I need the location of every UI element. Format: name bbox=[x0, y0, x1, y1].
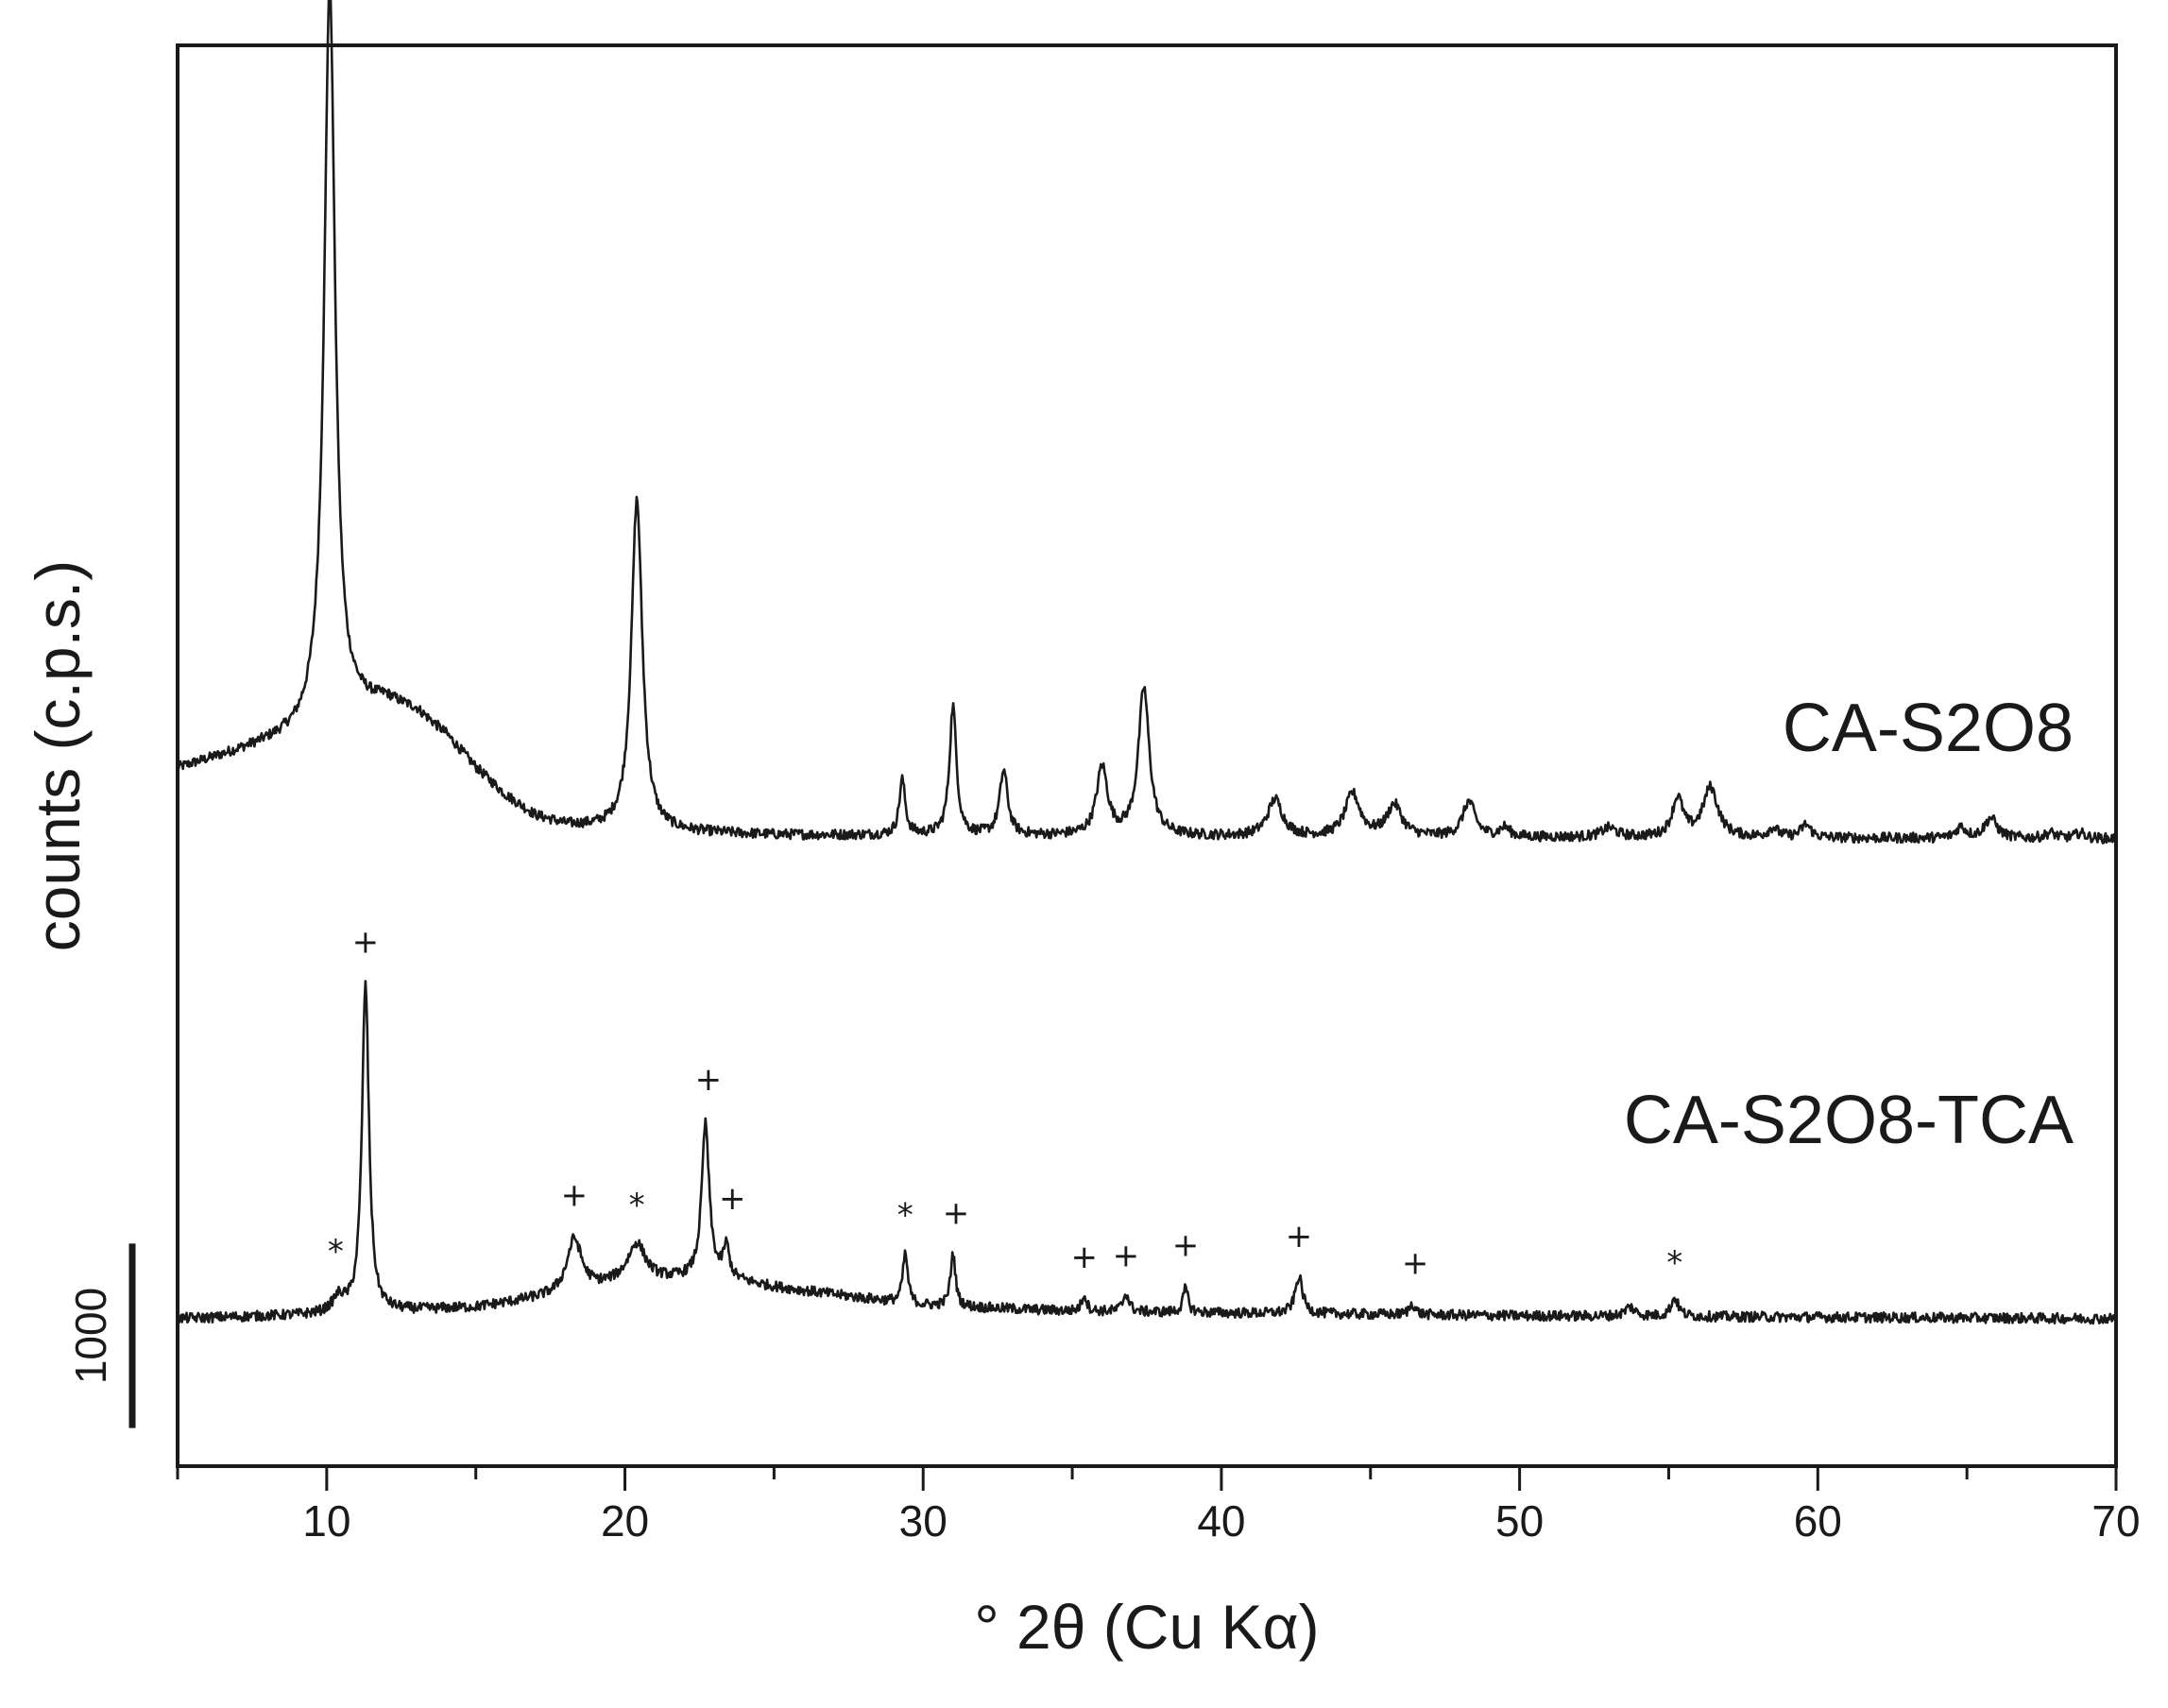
series-label-ca-s2o8: CA-S2O8 bbox=[1783, 691, 2074, 766]
peak-marker-2: + bbox=[561, 1177, 589, 1215]
series-line-ca-s2o8 bbox=[176, 0, 2117, 845]
peak-marker-3: * bbox=[629, 1187, 645, 1224]
peak-marker-7: + bbox=[943, 1195, 970, 1233]
x-tick-label-40: 40 bbox=[1197, 1496, 1245, 1546]
y-axis-label: counts (c.p.s.) bbox=[23, 560, 93, 951]
x-tick-label-70: 70 bbox=[2091, 1496, 2140, 1546]
x-tick-label-10: 10 bbox=[302, 1496, 350, 1546]
peak-marker-1: * bbox=[328, 1233, 344, 1271]
peak-marker-13: * bbox=[1666, 1244, 1682, 1282]
peak-marker-10: + bbox=[1172, 1226, 1200, 1264]
series-layer bbox=[176, 0, 2117, 1325]
series-line-ca-s2o8-tca bbox=[176, 980, 2117, 1325]
peak-marker-4: + bbox=[695, 1061, 723, 1099]
x-axis: 10 20 30 40 50 60 70 bbox=[176, 1466, 2141, 1546]
peak-marker-6: * bbox=[897, 1197, 913, 1235]
peak-marker-11: + bbox=[1286, 1218, 1313, 1255]
peak-marker-8: + bbox=[1070, 1238, 1098, 1276]
plot-frame bbox=[176, 43, 2118, 1468]
peak-marker-12: + bbox=[1402, 1245, 1429, 1283]
x-axis-label: ° 2θ (Cu Kα) bbox=[974, 1592, 1319, 1662]
peak-marker-5: + bbox=[719, 1180, 746, 1218]
scale-bar-label: 1000 bbox=[66, 1288, 115, 1384]
x-tick-label-50: 50 bbox=[1495, 1496, 1544, 1546]
x-tick-label-60: 60 bbox=[1794, 1496, 1842, 1546]
annotation-layer: + * + * + + * + + + + + + * bbox=[328, 924, 1682, 1283]
x-tick-label-30: 30 bbox=[899, 1496, 947, 1546]
x-tick-label-20: 20 bbox=[601, 1496, 649, 1546]
peak-marker-9: + bbox=[1113, 1237, 1140, 1274]
series-label-ca-s2o8-tca: CA-S2O8-TCA bbox=[1624, 1083, 2074, 1158]
peak-marker-0: + bbox=[352, 924, 380, 962]
